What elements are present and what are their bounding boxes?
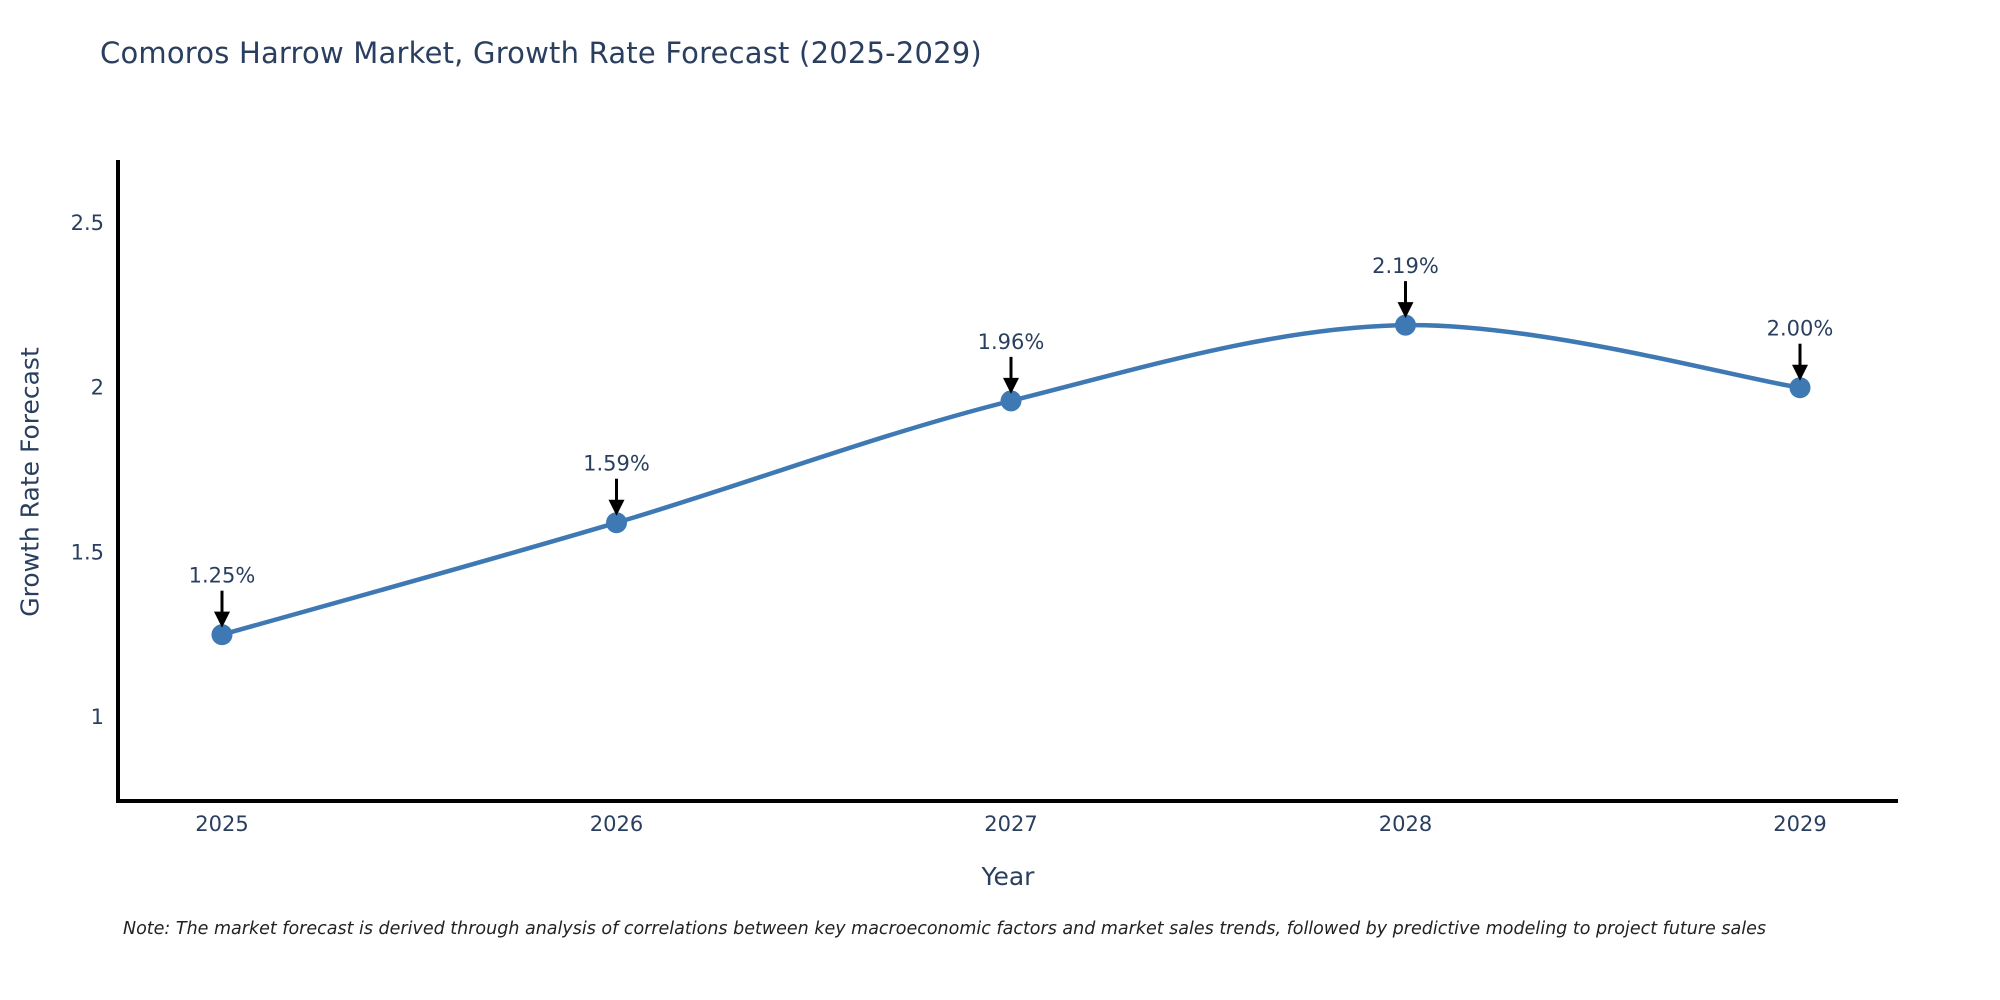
y-axis-title: Growth Rate Forecast <box>15 347 45 617</box>
y-tick-label: 1.5 <box>71 540 104 564</box>
annotation-arrowhead-icon <box>1003 377 1019 394</box>
x-tick-label: 2026 <box>590 812 643 836</box>
annotation-arrowhead-icon <box>214 611 230 628</box>
x-tick-label: 2025 <box>195 812 248 836</box>
data-point-marker <box>211 624 233 646</box>
data-point-marker <box>606 512 627 534</box>
data-point-label: 1.59% <box>583 452 650 476</box>
axis-lines <box>116 160 1898 803</box>
x-tick-label: 2029 <box>1773 812 1826 836</box>
footnote: Note: The market forecast is derived thr… <box>123 919 1766 939</box>
data-point-label: 2.00% <box>1767 317 1834 341</box>
x-tick-label: 2028 <box>1379 812 1432 836</box>
y-tick-label: 1 <box>91 705 104 729</box>
y-tick-label: 2 <box>91 376 104 400</box>
annotation-arrowhead-icon <box>1792 364 1808 381</box>
annotation-arrowhead-icon <box>608 499 625 516</box>
x-tick-label: 2027 <box>984 812 1037 836</box>
data-point-label: 1.96% <box>978 330 1045 354</box>
data-point-marker <box>1789 377 1811 399</box>
annotation-arrowhead-icon <box>1397 302 1414 319</box>
chart-title: Comoros Harrow Market, Growth Rate Forec… <box>100 36 982 70</box>
data-point-marker <box>1395 314 1416 336</box>
data-point-label: 1.25% <box>189 564 256 588</box>
data-point-marker <box>1000 390 1022 412</box>
x-axis-title: Year <box>981 862 1035 891</box>
y-tick-label: 2.5 <box>71 211 104 235</box>
data-point-label: 2.19% <box>1372 254 1439 278</box>
